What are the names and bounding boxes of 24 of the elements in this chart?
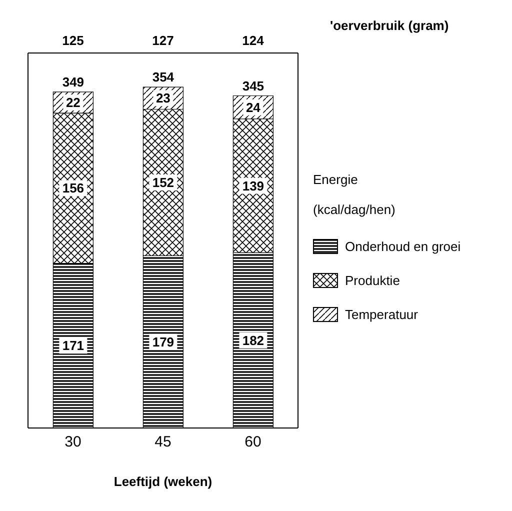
data-label: 22 <box>66 95 80 110</box>
x-axis-title: Leeftijd (weken) <box>114 474 212 489</box>
text: 'oerverbruik (gram) <box>330 18 449 33</box>
total-label: 354 <box>152 70 175 85</box>
total-label: 345 <box>242 78 264 94</box>
legend-title: Energie (kcal/dag/hen) <box>313 171 396 219</box>
data-label: 171 <box>62 338 84 354</box>
data-label: 23 <box>156 90 170 106</box>
text: 125 <box>62 33 84 48</box>
x-tick-label: 30 <box>64 434 82 451</box>
data-label: 152 <box>152 174 174 190</box>
text: 127 <box>152 33 174 48</box>
legend-label: Produktie <box>345 273 400 288</box>
text: 124 <box>242 33 265 48</box>
total-label: 349 <box>62 74 84 90</box>
data-label: 139 <box>242 178 264 194</box>
legend-label: Onderhoud en groei <box>345 239 461 254</box>
data-label: 182 <box>242 332 264 348</box>
data-label: 24 <box>246 100 262 115</box>
legend-label: Temperatuur <box>345 307 418 322</box>
x-tick-label: 60 <box>244 434 262 451</box>
data-label: 156 <box>62 180 84 196</box>
data-label: 179 <box>152 334 174 350</box>
x-tick-label: 45 <box>154 434 172 451</box>
